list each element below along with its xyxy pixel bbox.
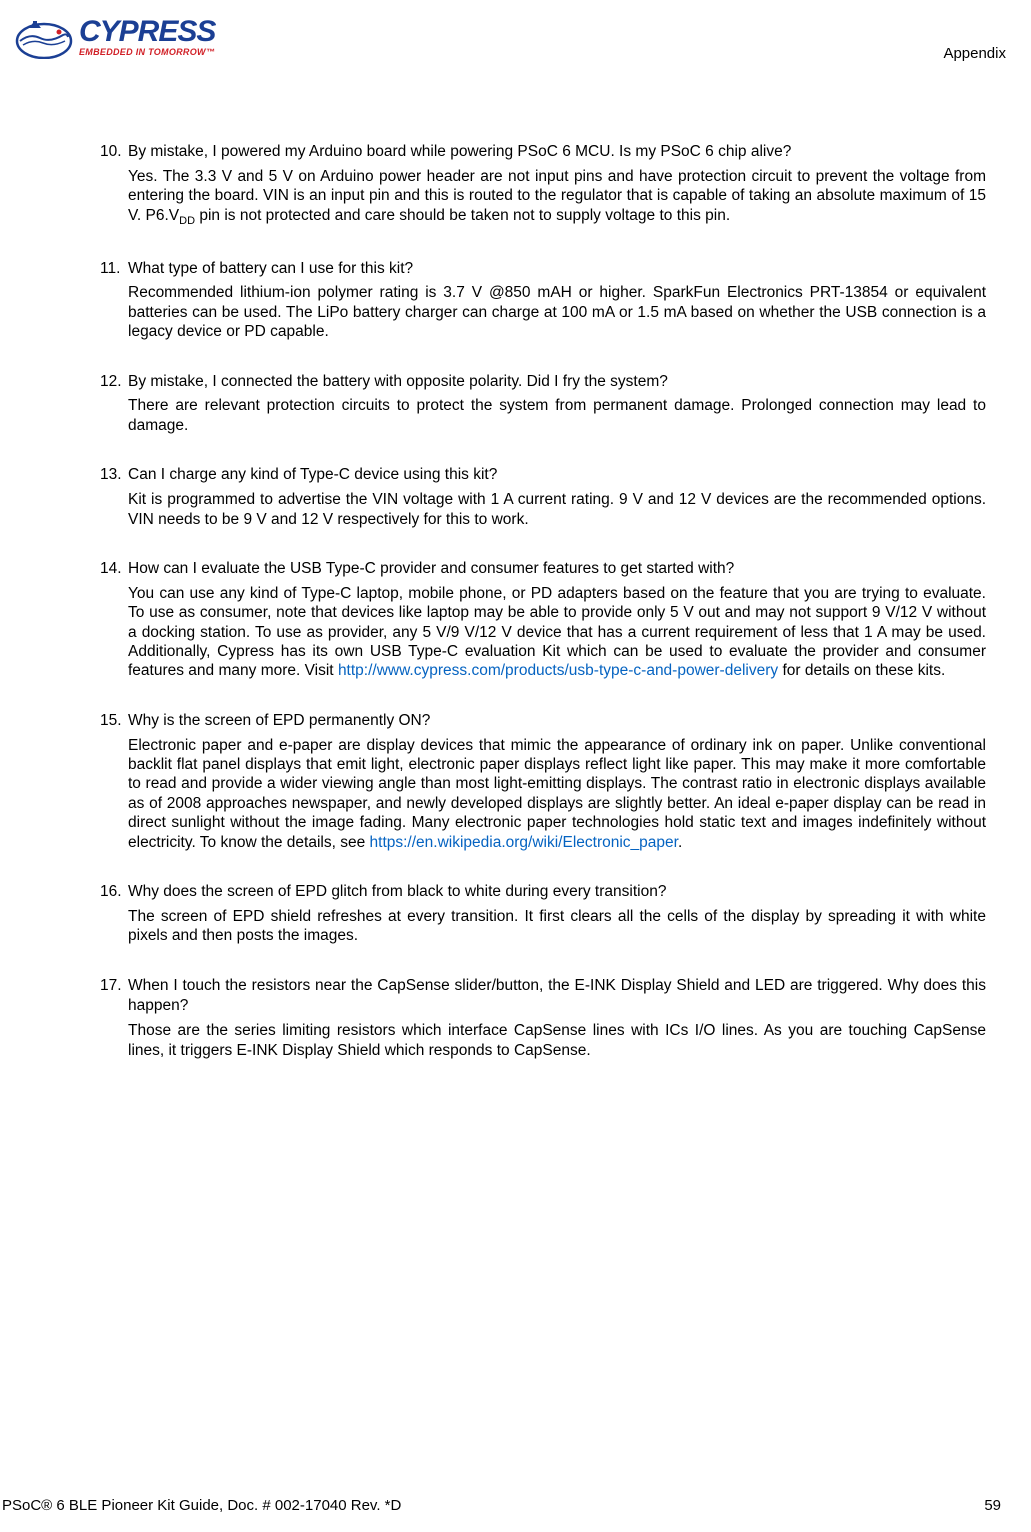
faq-question: 16. Why does the screen of EPD glitch fr… [100,882,986,903]
footer-page-number: 59 [984,1497,1001,1514]
cypress-link[interactable]: http://www.cypress.com/products/usb-type… [338,662,778,679]
faq-question-text: How can I evaluate the USB Type-C provid… [128,559,986,580]
logo-main: CYPRESS [79,17,215,47]
faq-item-12: 12. By mistake, I connected the battery … [100,372,986,436]
faq-item-16: 16. Why does the screen of EPD glitch fr… [100,882,986,946]
faq-item-14: 14. How can I evaluate the USB Type-C pr… [100,559,986,681]
faq-item-10: 10. By mistake, I powered my Arduino boa… [100,142,986,229]
faq-item-17: 17. When I touch the resistors near the … [100,976,986,1061]
faq-number: 17. [100,976,128,1018]
faq-question-text: Why does the screen of EPD glitch from b… [128,882,986,903]
faq-answer: Yes. The 3.3 V and 5 V on Arduino power … [128,167,986,229]
faq-number: 10. [100,142,128,163]
faq-answer: Kit is programmed to advertise the VIN v… [128,490,986,529]
logo-tagline: EMBEDDED IN TOMORROW™ [79,48,215,57]
faq-number: 16. [100,882,128,903]
faq-question: 10. By mistake, I powered my Arduino boa… [100,142,986,163]
faq-number: 11. [100,259,128,280]
faq-answer: Those are the series limiting resistors … [128,1021,986,1060]
faq-question: 14. How can I evaluate the USB Type-C pr… [100,559,986,580]
answer-text-post: . [678,834,682,851]
page-header: CYPRESS EMBEDDED IN TOMORROW™ Appendix [0,0,1031,62]
faq-question-text: When I touch the resistors near the CapS… [128,976,986,1018]
wikipedia-link[interactable]: https://en.wikipedia.org/wiki/Electronic… [370,834,678,851]
faq-number: 13. [100,465,128,486]
faq-question-text: By mistake, I powered my Arduino board w… [128,142,986,163]
subscript: DD [179,215,195,227]
faq-question: 15. Why is the screen of EPD permanently… [100,711,986,732]
faq-answer: You can use any kind of Type-C laptop, m… [128,584,986,681]
faq-answer: There are relevant protection circuits t… [128,396,986,435]
faq-question: 12. By mistake, I connected the battery … [100,372,986,393]
faq-question-text: Can I charge any kind of Type-C device u… [128,465,986,486]
faq-item-15: 15. Why is the screen of EPD permanently… [100,711,986,852]
page-footer: PSoC® 6 BLE Pioneer Kit Guide, Doc. # 00… [0,1497,1031,1514]
logo-block: CYPRESS EMBEDDED IN TOMORROW™ [15,15,215,59]
faq-question-text: By mistake, I connected the battery with… [128,372,986,393]
footer-doc-info: PSoC® 6 BLE Pioneer Kit Guide, Doc. # 00… [0,1497,401,1514]
faq-question: 13. Can I charge any kind of Type-C devi… [100,465,986,486]
faq-answer: Recommended lithium-ion polymer rating i… [128,283,986,341]
logo-text: CYPRESS EMBEDDED IN TOMORROW™ [79,17,215,57]
faq-question: 17. When I touch the resistors near the … [100,976,986,1018]
faq-question: 11. What type of battery can I use for t… [100,259,986,280]
faq-number: 14. [100,559,128,580]
answer-text-post: pin is not protected and care should be … [195,207,730,224]
faq-item-11: 11. What type of battery can I use for t… [100,259,986,342]
content-area: 10. By mistake, I powered my Arduino boa… [0,62,1031,1060]
faq-number: 12. [100,372,128,393]
faq-question-text: Why is the screen of EPD permanently ON? [128,711,986,732]
faq-question-text: What type of battery can I use for this … [128,259,986,280]
cypress-logo-icon [15,15,73,59]
answer-text-post: for details on these kits. [778,662,945,679]
faq-number: 15. [100,711,128,732]
section-label: Appendix [943,15,1006,62]
faq-answer: Electronic paper and e-paper are display… [128,736,986,852]
faq-answer: The screen of EPD shield refreshes at ev… [128,907,986,946]
faq-item-13: 13. Can I charge any kind of Type-C devi… [100,465,986,529]
